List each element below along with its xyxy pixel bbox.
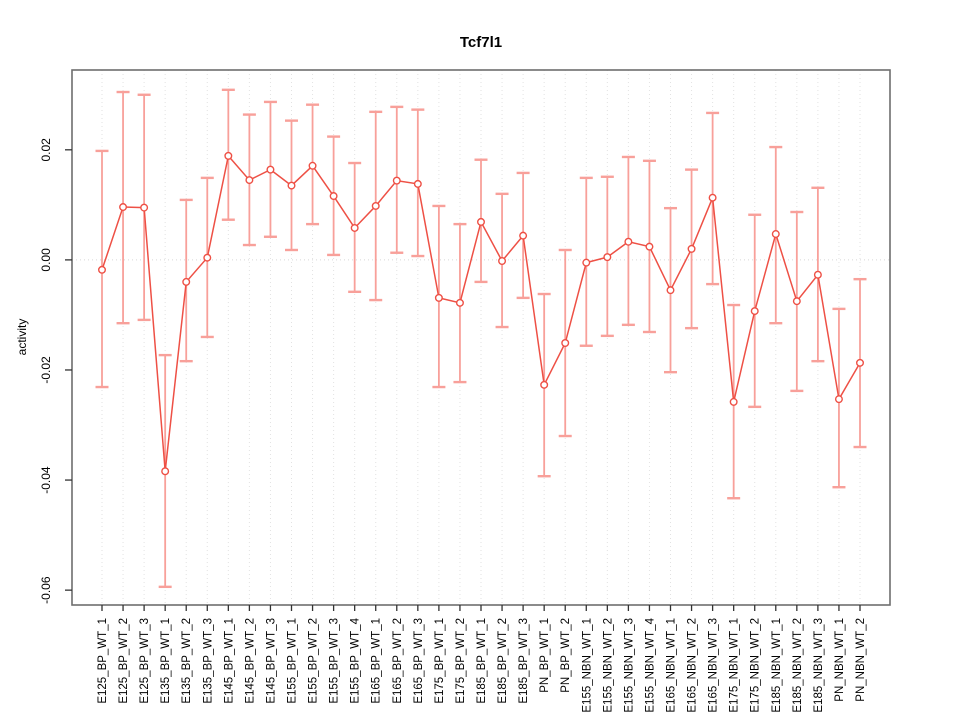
data-point-marker (455, 298, 464, 307)
data-point-marker (708, 193, 717, 202)
x-tick-label: E175_NBN_WT_1 (729, 618, 741, 713)
x-tick-label: E155_NBN_WT_1 (581, 618, 593, 713)
x-tick-label: E165_NBN_WT_1 (666, 618, 678, 713)
x-tick-label: E185_BP_WT_1 (476, 618, 488, 704)
data-point-marker (813, 270, 822, 279)
x-tick-label: E155_NBN_WT_2 (602, 618, 614, 713)
x-tick-label: PN_NBN_WT_2 (855, 618, 867, 702)
data-point-marker (750, 307, 759, 316)
data-point-marker (308, 161, 317, 170)
data-point-marker (603, 253, 612, 262)
x-tick-label: E145_BP_WT_1 (223, 618, 235, 704)
x-tick-label: E155_BP_WT_4 (350, 617, 362, 703)
x-tick-label: PN_NBN_WT_1 (834, 618, 846, 702)
data-point-marker (97, 265, 106, 274)
x-tick-label: E165_NBN_WT_3 (708, 618, 720, 713)
x-tick-label: PN_BP_WT_2 (560, 618, 572, 693)
data-point-marker (624, 237, 633, 246)
data-point-marker (792, 297, 801, 306)
data-point-marker (119, 203, 128, 212)
x-tick-label: E185_BP_WT_2 (497, 618, 509, 704)
data-point-marker (856, 358, 865, 367)
data-point-marker (287, 181, 296, 190)
data-point-marker (477, 217, 486, 226)
data-point-marker (413, 179, 422, 188)
data-point-marker (329, 192, 338, 201)
data-point-marker (161, 467, 170, 476)
x-tick-label: E185_NBN_WT_1 (771, 618, 783, 713)
data-point-marker (245, 176, 254, 185)
data-point-marker (834, 395, 843, 404)
x-tick-label: E135_BP_WT_2 (181, 618, 193, 704)
x-tick-label: E175_BP_WT_2 (455, 618, 467, 704)
x-tick-label: E155_NBN_WT_3 (623, 618, 635, 713)
x-tick-label: E185_BP_WT_3 (518, 618, 530, 704)
data-point-marker (519, 231, 528, 240)
y-tick-label: -0.04 (39, 466, 53, 494)
x-tick-label: E125_BP_WT_2 (118, 618, 130, 704)
x-tick-label: E125_BP_WT_3 (139, 618, 151, 704)
data-point-marker (498, 256, 507, 265)
data-point-marker (561, 339, 570, 348)
x-tick-label: E125_BP_WT_1 (97, 618, 109, 704)
x-tick-label: E175_NBN_WT_2 (750, 618, 762, 713)
data-point-marker (666, 286, 675, 295)
x-tick-label: E175_BP_WT_1 (434, 618, 446, 704)
data-point-marker (771, 230, 780, 239)
data-point-marker (687, 244, 696, 253)
x-tick-label: E155_NBN_WT_4 (644, 617, 656, 712)
data-point-marker (434, 293, 443, 302)
data-point-marker (350, 223, 359, 232)
plot-area: E125_BP_WT_1 E125_BP_WT_2 E125_BP_WT_3 E135… (39, 69, 891, 713)
x-tick-label: E135_BP_WT_3 (202, 618, 214, 704)
chart-title: Tcf7l1 (460, 34, 502, 51)
data-point-marker (540, 380, 549, 389)
y-tick-label: 0.02 (39, 138, 53, 162)
y-tick-label: 0.00 (39, 248, 53, 272)
x-tick-label: E155_BP_WT_2 (308, 618, 320, 704)
data-point-marker (371, 201, 380, 210)
x-tick-label: PN_BP_WT_1 (539, 618, 551, 693)
x-tick-label: E165_BP_WT_2 (392, 618, 404, 704)
data-point-marker (645, 242, 654, 251)
x-tick-label: E145_BP_WT_2 (244, 618, 256, 704)
y-tick-label: -0.06 (39, 576, 53, 604)
x-tick-label: E155_BP_WT_1 (287, 618, 299, 704)
data-point-marker (392, 176, 401, 185)
data-point-marker (224, 151, 233, 160)
x-tick-label: E185_NBN_WT_3 (813, 618, 825, 713)
x-tick-label: E145_BP_WT_3 (265, 618, 277, 704)
x-tick-label: E155_BP_WT_3 (329, 618, 341, 704)
data-point-marker (266, 165, 275, 174)
x-tick-label: E165_BP_WT_3 (413, 618, 425, 704)
data-point-marker (582, 258, 591, 267)
data-point-marker (203, 253, 212, 262)
y-axis-label: activity (15, 319, 29, 356)
data-point-marker (140, 203, 149, 212)
x-tick-label: E135_BP_WT_1 (160, 618, 172, 704)
x-tick-label: E165_NBN_WT_2 (687, 618, 699, 713)
data-point-marker (182, 277, 191, 286)
data-point-marker (729, 397, 738, 406)
x-tick-label: E165_BP_WT_1 (371, 618, 383, 704)
y-tick-label: -0.02 (39, 356, 53, 384)
x-tick-label: E185_NBN_WT_2 (792, 618, 804, 713)
